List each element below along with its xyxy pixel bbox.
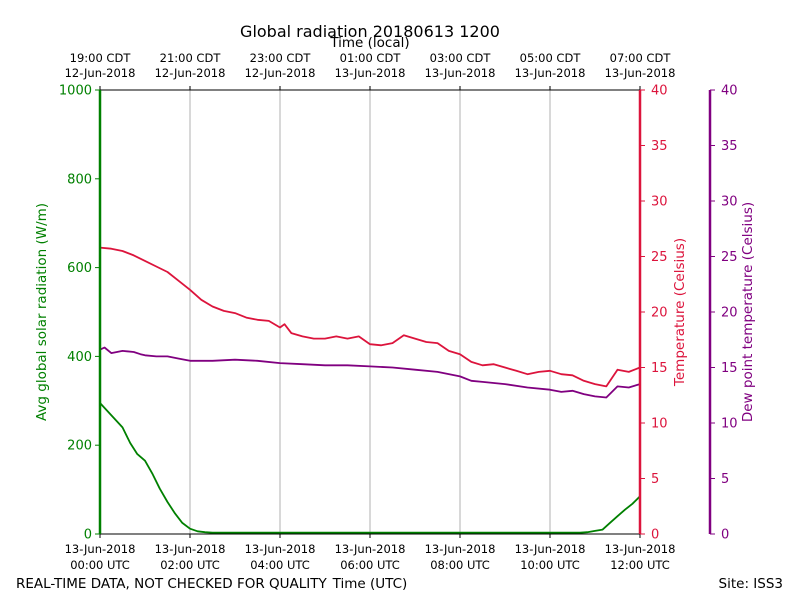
x-tick-label-date: 13-Jun-2018 [65, 542, 136, 556]
x-tick-label-time: 06:00 UTC [340, 558, 400, 572]
dewpoint-tick-label: 15 [721, 361, 738, 376]
dewpoint-line [99, 346, 641, 399]
temperature-line [99, 246, 641, 388]
top-tick-label-date: 13-Jun-2018 [335, 66, 406, 80]
temperature-tick-label: 40 [651, 84, 668, 99]
x-tick-label-date: 13-Jun-2018 [335, 542, 406, 556]
top-tick-label-time: 05:00 CDT [520, 51, 582, 65]
top-tick-label-time: 07:00 CDT [610, 51, 672, 65]
left-tick-label: 1000 [59, 84, 92, 99]
left-tick-label: 200 [67, 439, 92, 454]
top-tick-label-date: 12-Jun-2018 [245, 66, 316, 80]
x-tick-label-date: 13-Jun-2018 [155, 542, 226, 556]
temperature-tick-label: 30 [651, 195, 668, 210]
temperature-tick-label: 15 [651, 361, 668, 376]
left-tick-label: 0 [84, 528, 92, 543]
series-lines [99, 246, 641, 534]
x-tick-label-time: 08:00 UTC [430, 558, 490, 572]
top-axis-label: Time (local) [329, 35, 409, 51]
x-tick-label-date: 13-Jun-2018 [515, 542, 586, 556]
top-tick-label-time: 21:00 CDT [160, 51, 222, 65]
quality-notice: REAL-TIME DATA, NOT CHECKED FOR QUALITY [16, 576, 328, 592]
top-tick-label-time: 23:00 CDT [250, 51, 312, 65]
left-axis-label: Avg global solar radiation (W/m) [34, 203, 50, 421]
temperature-tick-label: 35 [651, 139, 668, 154]
axes: 13-Jun-2018 00:00 UTC 13-Jun-2018 02:00 UTC… [59, 51, 738, 572]
x-tick-label-date: 13-Jun-2018 [245, 542, 316, 556]
dewpoint-tick-label: 30 [721, 195, 738, 210]
temperature-tick-label: 25 [651, 250, 668, 265]
x-tick-label-date: 13-Jun-2018 [425, 542, 496, 556]
site-label: Site: ISS3 [719, 576, 783, 592]
top-tick-label-date: 12-Jun-2018 [65, 66, 136, 80]
dewpoint-tick-label: 40 [721, 84, 738, 99]
x-tick-label-time: 10:00 UTC [520, 558, 580, 572]
temperature-axis-label: Temperature (Celsius) [672, 238, 688, 387]
top-tick-label-time: 01:00 CDT [340, 51, 402, 65]
top-tick-label-date: 13-Jun-2018 [425, 66, 496, 80]
x-tick-label-date: 13-Jun-2018 [605, 542, 676, 556]
dewpoint-axis-label: Dew point temperature (Celsius) [740, 202, 756, 422]
x-tick-label-time: 02:00 UTC [160, 558, 220, 572]
top-tick-label-date: 12-Jun-2018 [155, 66, 226, 80]
top-tick-label-date: 13-Jun-2018 [515, 66, 586, 80]
x-axis-label: Time (UTC) [332, 576, 408, 592]
dewpoint-tick-label: 5 [721, 472, 729, 487]
top-tick-label-date: 13-Jun-2018 [605, 66, 676, 80]
top-tick-label-time: 19:00 CDT [70, 51, 132, 65]
temperature-tick-label: 10 [651, 417, 668, 432]
top-tick-label-time: 03:00 CDT [430, 51, 492, 65]
temperature-tick-label: 5 [651, 472, 659, 487]
x-tick-label-time: 04:00 UTC [250, 558, 310, 572]
dewpoint-tick-label: 20 [721, 306, 738, 321]
dewpoint-tick-label: 35 [721, 139, 738, 154]
dewpoint-tick-label: 0 [721, 528, 729, 543]
grid-lines [189, 90, 551, 534]
temperature-tick-label: 0 [651, 528, 659, 543]
temperature-tick-label: 20 [651, 306, 668, 321]
dewpoint-tick-label: 25 [721, 250, 738, 265]
left-tick-label: 800 [67, 172, 92, 187]
left-tick-label: 600 [67, 261, 92, 276]
dewpoint-tick-label: 10 [721, 417, 738, 432]
chart-title: Global radiation 20180613 1200 [240, 22, 500, 41]
left-tick-label: 400 [67, 350, 92, 365]
x-tick-label-time: 00:00 UTC [70, 558, 130, 572]
radiation-line [99, 402, 641, 534]
x-tick-label-time: 12:00 UTC [610, 558, 670, 572]
